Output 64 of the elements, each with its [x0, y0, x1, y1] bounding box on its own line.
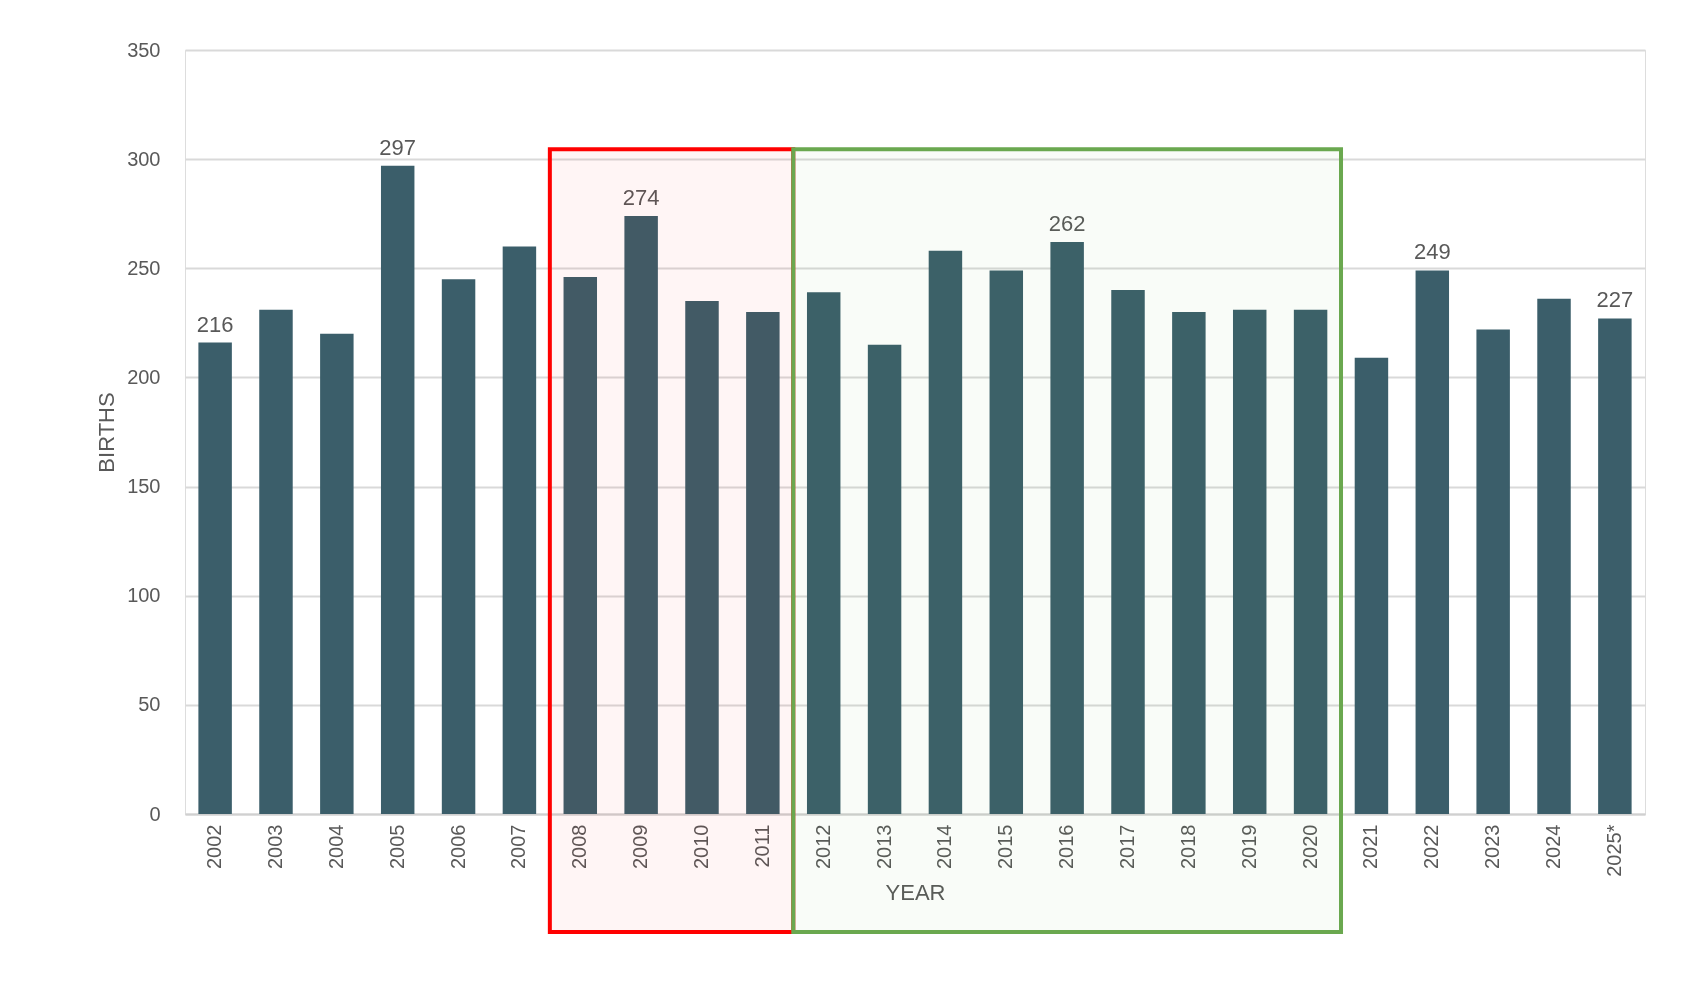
bar [1232, 309, 1267, 814]
data-label: 262 [1048, 211, 1086, 237]
x-axis-title: YEAR [885, 879, 946, 905]
bar [1172, 311, 1206, 814]
bar [1354, 357, 1389, 814]
data-label: 297 [379, 134, 417, 160]
x-tick-label: 2017 [1116, 824, 1139, 869]
x-tick-label: 2025* [1602, 824, 1625, 877]
bar [320, 333, 354, 814]
x-tick-label: 2019 [1237, 824, 1260, 869]
x-tick-label: 2016 [1055, 824, 1078, 869]
x-tick-label: 2010 [689, 824, 712, 869]
x-tick-label: 2002 [203, 824, 226, 869]
data-label: 249 [1413, 239, 1451, 265]
x-tick-label: 2012 [811, 824, 834, 869]
y-tick-label: 50 [138, 693, 161, 716]
x-tick-label: 2024 [1542, 824, 1565, 869]
y-tick-label: 250 [127, 256, 161, 279]
x-tick-label: 2009 [629, 824, 652, 869]
y-tick-label: 200 [127, 365, 161, 388]
x-tick-label: 2013 [872, 824, 895, 869]
bar [1598, 318, 1632, 814]
x-tick-label: 2023 [1481, 824, 1504, 869]
y-axis-title: BIRTHS [94, 392, 120, 473]
x-tick-label: 2014 [933, 824, 956, 869]
x-tick-label: 2008 [568, 824, 591, 869]
bar [867, 344, 902, 814]
bar [1050, 242, 1084, 814]
bar [563, 277, 598, 814]
bar [380, 165, 415, 814]
bar [1111, 290, 1145, 814]
bar [1415, 270, 1450, 814]
data-label: 216 [196, 311, 234, 337]
bar [502, 246, 537, 814]
x-tick-label: 2015 [994, 824, 1017, 869]
y-tick-label: 300 [127, 147, 161, 170]
y-tick-label: 0 [149, 802, 161, 825]
x-tick-label: 2021 [1359, 824, 1382, 869]
bar [1293, 309, 1328, 814]
bar [441, 279, 476, 814]
data-label: 227 [1596, 287, 1634, 313]
bar [746, 311, 780, 814]
data-label: 274 [622, 184, 660, 210]
y-tick-label: 150 [127, 475, 161, 498]
bar [928, 250, 963, 814]
x-tick-label: 2022 [1420, 824, 1443, 869]
x-tick-label: 2020 [1298, 824, 1321, 869]
bar [1476, 329, 1510, 814]
x-tick-label: 2011 [750, 824, 773, 868]
y-tick-label: 350 [127, 38, 161, 61]
bar [624, 215, 658, 814]
x-tick-label: 2006 [446, 824, 469, 869]
bar [989, 270, 1024, 814]
x-tick-label: 2007 [507, 824, 530, 869]
x-tick-label: 2004 [324, 824, 347, 869]
bar [198, 342, 232, 814]
bar [259, 309, 293, 814]
x-tick-label: 2003 [263, 824, 286, 869]
x-tick-label: 2005 [385, 824, 408, 869]
y-tick-label: 100 [127, 584, 161, 607]
bar [685, 301, 719, 814]
bar [806, 292, 841, 814]
x-tick-label: 2018 [1176, 824, 1199, 869]
bar [1537, 298, 1571, 814]
